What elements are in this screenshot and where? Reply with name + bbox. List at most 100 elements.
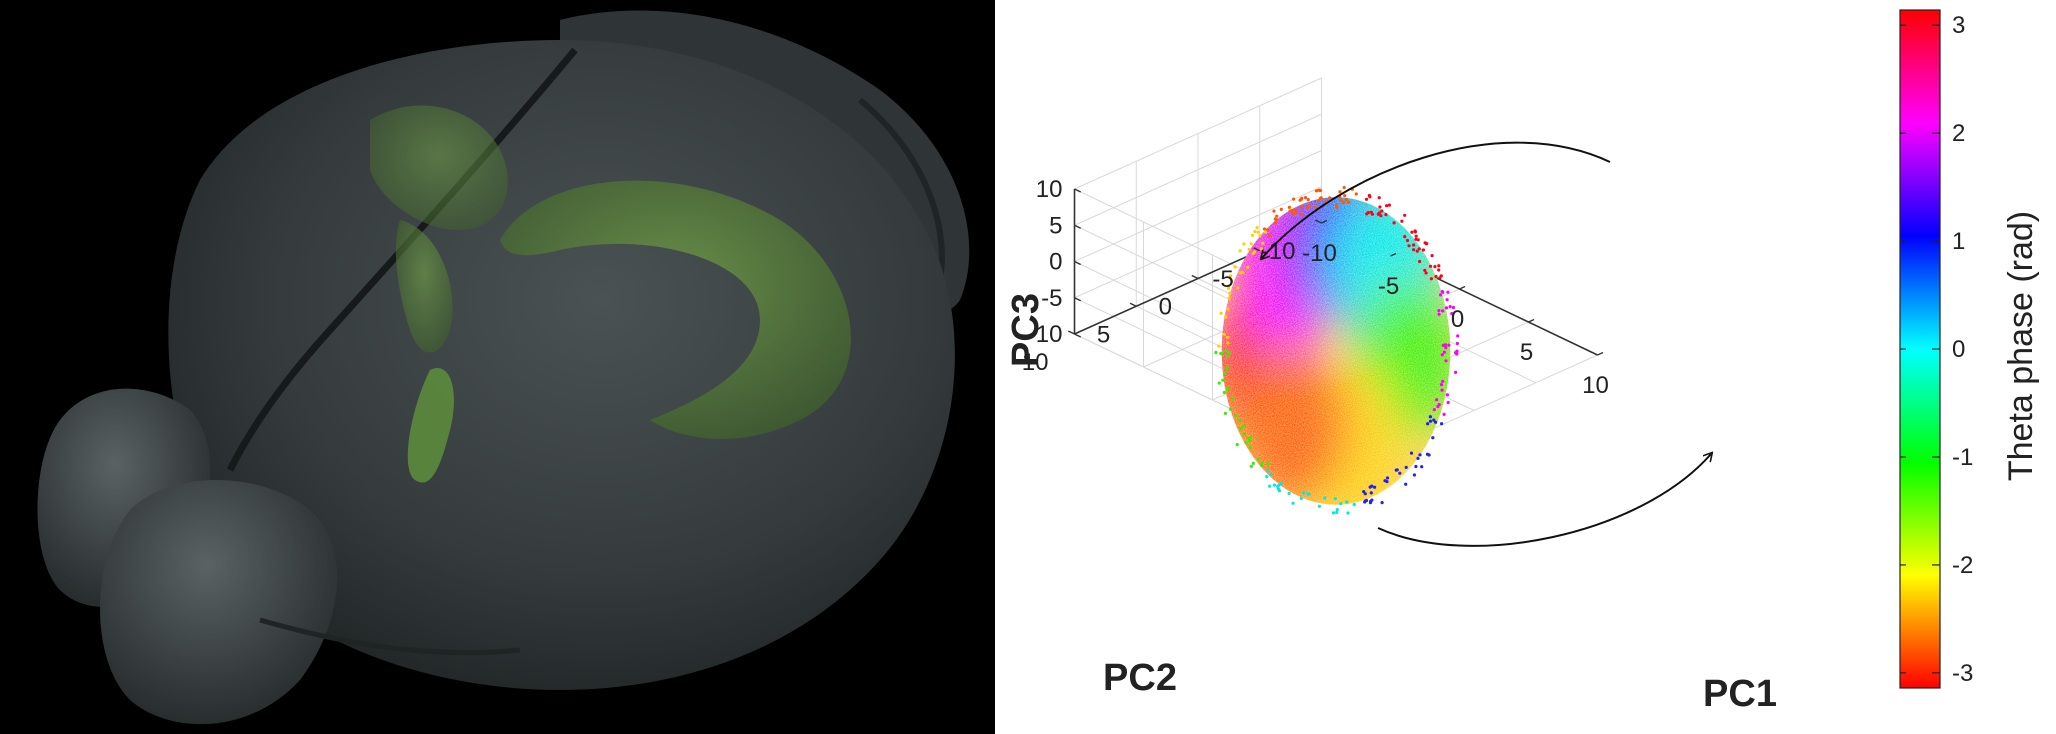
scatter-point xyxy=(1365,212,1369,216)
scatter-point xyxy=(1424,271,1428,275)
scatter-point xyxy=(1248,445,1252,449)
z-tick-label: 10 xyxy=(1036,176,1063,203)
scatter-point xyxy=(1317,188,1321,192)
scatter-point xyxy=(1335,203,1339,207)
scatter-point xyxy=(1299,496,1303,500)
scatter-point xyxy=(1225,387,1229,391)
scatter-point xyxy=(1392,221,1396,225)
y-tick-mark xyxy=(1191,274,1199,280)
point-cloud xyxy=(1214,185,1460,515)
scatter-point xyxy=(1394,468,1398,472)
scatter-point xyxy=(1410,230,1414,234)
scatter-point xyxy=(1445,393,1449,397)
x-tick-mark xyxy=(1597,351,1604,356)
scatter-point xyxy=(1378,205,1382,209)
scatter-point xyxy=(1339,198,1343,202)
z-tick-label: -5 xyxy=(1041,285,1062,312)
z-tick-mark xyxy=(1074,224,1082,229)
scatter-point xyxy=(1217,344,1221,348)
annotations xyxy=(1262,141,1711,547)
scatter-point xyxy=(1229,274,1233,278)
scatter-point xyxy=(1403,235,1407,239)
scatter-point xyxy=(1268,484,1272,488)
scatter-point xyxy=(1418,259,1422,264)
scatter-point xyxy=(1267,462,1271,466)
scatter-point xyxy=(1249,464,1253,468)
scatter-point xyxy=(1235,443,1239,447)
scatter-point xyxy=(1231,397,1235,401)
scatter-point xyxy=(1448,305,1452,309)
scatter-point xyxy=(1300,196,1304,200)
scatter-point xyxy=(1450,312,1454,316)
scatter-point xyxy=(1409,451,1414,455)
scatter-point xyxy=(1238,249,1242,253)
scatter-point xyxy=(1379,214,1383,218)
scatter-point xyxy=(1437,309,1441,313)
scatter-point xyxy=(1226,354,1230,358)
scatter-point xyxy=(1455,341,1459,346)
scatter-point xyxy=(1238,271,1242,275)
scatter-point xyxy=(1438,276,1442,280)
scatter-point xyxy=(1440,422,1444,426)
scatter-point xyxy=(1445,298,1449,302)
scatter-point xyxy=(1258,234,1262,238)
scatter-point xyxy=(1373,485,1377,489)
scatter-point xyxy=(1384,213,1388,217)
scatter-point xyxy=(1385,204,1389,208)
scatter-point xyxy=(1242,242,1246,246)
scatter-point xyxy=(1346,511,1350,515)
scatter-point xyxy=(1432,418,1436,422)
y-tick-label: 0 xyxy=(1159,294,1172,321)
scatter-point xyxy=(1418,453,1422,457)
scatter-point xyxy=(1228,291,1232,295)
scatter-point xyxy=(1263,230,1268,234)
scatter-point xyxy=(1266,468,1270,472)
scatter-point xyxy=(1429,277,1433,281)
scatter-point xyxy=(1214,350,1218,355)
y-tick-mark xyxy=(1067,330,1075,335)
scatter-point xyxy=(1354,192,1358,196)
scatter-point xyxy=(1442,350,1446,354)
scatter-point xyxy=(1444,345,1448,350)
scatter-point xyxy=(1223,372,1227,376)
scatter-point xyxy=(1306,492,1310,496)
z-tick-mark xyxy=(1074,188,1082,193)
scatter-point xyxy=(1248,439,1252,443)
grid-line xyxy=(1074,186,1322,299)
colorbar-tick-label: -1 xyxy=(1952,444,1973,471)
scatter-point xyxy=(1225,367,1229,371)
scatter-point xyxy=(1292,212,1296,216)
scatter-point xyxy=(1442,412,1446,416)
scatter-point xyxy=(1439,383,1444,387)
scatter-point xyxy=(1454,370,1458,374)
scatter-point xyxy=(1217,381,1221,385)
z-tick-label: 5 xyxy=(1049,212,1062,239)
scatter-point xyxy=(1242,424,1246,428)
scatter-point xyxy=(1222,390,1226,395)
y-tick-mark xyxy=(1314,219,1322,224)
scatter-point xyxy=(1414,464,1418,469)
scatter-point xyxy=(1352,502,1356,507)
scatter-point xyxy=(1308,203,1312,207)
scatter-point xyxy=(1250,233,1254,237)
scatter-point xyxy=(1413,229,1417,233)
grid-line xyxy=(1074,113,1322,226)
scatter-point xyxy=(1272,209,1276,213)
scatter-point xyxy=(1276,484,1280,489)
scatter-point xyxy=(1233,265,1237,269)
scatter-point xyxy=(1421,248,1425,252)
scatter-point xyxy=(1273,221,1277,225)
scatter-point xyxy=(1364,197,1369,201)
scatter-point xyxy=(1434,420,1438,424)
scatter-point xyxy=(1238,419,1242,423)
scatter-point xyxy=(1228,407,1233,411)
y-tick-mark xyxy=(1129,302,1137,307)
scatter-point xyxy=(1318,196,1322,201)
scatter-point xyxy=(1377,196,1381,200)
scatter-point xyxy=(1370,498,1374,502)
scatter-point xyxy=(1323,496,1327,500)
scatter-point xyxy=(1416,238,1420,242)
scatter-point xyxy=(1423,241,1427,245)
scatter-point xyxy=(1291,501,1295,505)
